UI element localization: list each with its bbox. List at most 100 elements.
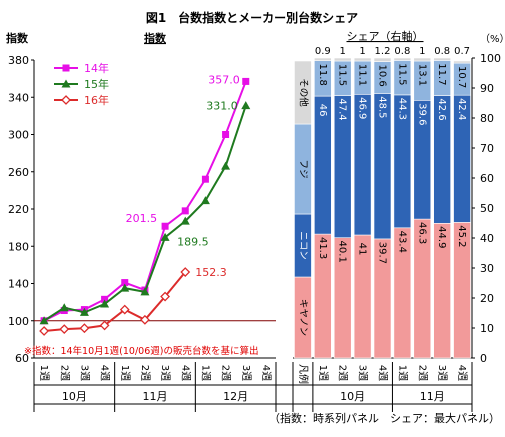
legend-segment xyxy=(294,60,312,125)
bar-value-label: 44.9 xyxy=(436,226,447,248)
x-tick-label: 2週 xyxy=(139,365,151,381)
bottom-note: （指数：時系列パネル シェア：最大パネル） xyxy=(269,411,500,425)
bar-value-label: 41 xyxy=(357,243,368,256)
data-point-15年 xyxy=(59,303,69,312)
bar-value-label: 41.3 xyxy=(317,237,328,259)
other-share-label: 0.7 xyxy=(454,46,470,57)
right-y-tick-label: 40 xyxy=(480,232,494,245)
x-tick-label: 3週 xyxy=(78,365,90,381)
x-tick-label: 1週 xyxy=(38,365,50,381)
legend-label: 15年 xyxy=(84,77,109,91)
footnote: ※指数：14年10月1週(10/06週)の販売台数を基に算出 xyxy=(24,345,258,357)
x-tick-label: 4週 xyxy=(179,365,191,381)
legend-marker xyxy=(61,95,71,105)
bar-value-label: 39.6 xyxy=(416,103,427,125)
right-y-tick-label: 80 xyxy=(480,112,494,125)
right-y-tick-label: 70 xyxy=(480,142,494,155)
y-tick-label: 60 xyxy=(15,352,29,365)
line-chart-title: 指数 xyxy=(144,31,167,45)
x-tick-label: 2週 xyxy=(337,365,349,381)
x-tick-label: 2週 xyxy=(220,365,232,381)
y-tick-label: 140 xyxy=(8,278,29,291)
bar-value-label: 42.6 xyxy=(436,98,447,120)
y-tick-label: 180 xyxy=(8,240,29,253)
data-point-16年 xyxy=(160,291,171,302)
legend-segment-label: その他 xyxy=(297,78,309,107)
y-tick-label: 100 xyxy=(8,315,29,328)
bar-value-label: 11.5 xyxy=(396,63,407,85)
right-y-tick-label: 0 xyxy=(480,352,487,365)
bar-segment-その他 xyxy=(453,60,471,64)
bar-value-label: 40.1 xyxy=(337,241,348,263)
index-line-chart: 指数 指数 60 100 140 180 220 260 300 340 380 201.5 357.0… xyxy=(6,31,276,365)
data-point-15年 xyxy=(79,307,89,316)
other-share-label: 1 xyxy=(340,46,346,57)
y-tick-label: 260 xyxy=(8,166,29,179)
bar-value-label: 48.5 xyxy=(377,96,388,118)
data-point-16年 xyxy=(59,324,70,335)
data-point-16年 xyxy=(139,314,150,325)
category-axis: 1週 2週 3週 4週 1週 2週 3週 4週 1週 2週 3週 4週 10月 11月 12月 凡例 1週 2週 3… xyxy=(33,362,473,412)
x-tick-label: 1週 xyxy=(119,365,131,381)
group-label: 11月 xyxy=(420,390,445,403)
legend-label: 14年 xyxy=(84,61,109,75)
x-tick-label: 3週 xyxy=(357,365,369,381)
data-point-15年 xyxy=(39,316,49,325)
bar-value-label: 10.7 xyxy=(456,66,467,88)
data-point-15年 xyxy=(221,161,231,170)
x-tick-label: 2週 xyxy=(416,365,428,381)
right-y-tick-label: 100 xyxy=(480,52,501,65)
other-share-label: 0.8 xyxy=(434,46,450,57)
group-label: 10月 xyxy=(62,390,87,403)
y-tick-label: 380 xyxy=(8,54,29,67)
bar-value-label: 46.3 xyxy=(416,222,427,244)
bar-value-label: 45.2 xyxy=(456,225,467,247)
group-label: 12月 xyxy=(223,390,248,403)
bar-value-label: 39.7 xyxy=(377,242,388,264)
bar-value-label: 47.4 xyxy=(337,98,348,120)
data-point-14年 xyxy=(181,207,189,215)
data-point-16年 xyxy=(99,320,110,331)
bar-value-label: 11.5 xyxy=(337,64,348,86)
data-point-14年 xyxy=(121,279,129,287)
bar-value-label: 11.1 xyxy=(357,64,368,86)
bar-segment-その他 xyxy=(314,57,332,61)
right-unit-label: （%） xyxy=(480,33,505,45)
x-tick-label: 4週 xyxy=(260,365,272,381)
x-tick-label: 1週 xyxy=(199,365,211,381)
data-point-16年 xyxy=(79,323,90,334)
x-tick-label: 1週 xyxy=(396,365,408,381)
right-y-tick-label: 20 xyxy=(480,292,494,305)
other-share-label: 1.2 xyxy=(375,46,391,57)
value-label-15年: 189.5 xyxy=(177,235,209,248)
x-tick-label: 2週 xyxy=(58,365,70,381)
value-label-14年: 357.0 xyxy=(208,73,240,86)
data-point-14年 xyxy=(201,175,209,183)
data-point-14年 xyxy=(161,222,169,230)
data-point-16年 xyxy=(119,304,130,315)
series-line-14年 xyxy=(43,81,247,322)
bar-value-label: 46.9 xyxy=(357,97,368,119)
bar-segment-その他 xyxy=(353,57,372,62)
bar-value-label: 13.1 xyxy=(416,64,427,86)
bar-segment-ニコン xyxy=(314,95,332,235)
bar-value-label: 43.4 xyxy=(396,231,407,253)
legend-segment-label: キヤノン xyxy=(297,299,308,336)
bar-value-label: 10.6 xyxy=(377,64,388,86)
x-tick-label: 3週 xyxy=(240,365,252,381)
left-unit-label: 指数 xyxy=(6,31,29,45)
data-point-15年 xyxy=(100,299,110,308)
data-point-16年 xyxy=(180,267,191,277)
right-y-tick-label: 90 xyxy=(480,82,494,95)
data-point-15年 xyxy=(140,287,150,296)
y-tick-label: 220 xyxy=(8,203,29,216)
data-point-16年 xyxy=(39,326,50,336)
value-label-16年: 152.3 xyxy=(195,266,227,279)
group-label: 10月 xyxy=(340,390,365,403)
data-point-14年 xyxy=(101,295,109,303)
legend-label: 16年 xyxy=(84,93,109,107)
bar-value-label: 46 xyxy=(317,104,328,117)
data-point-14年 xyxy=(242,77,250,85)
data-point-15年 xyxy=(241,101,251,110)
